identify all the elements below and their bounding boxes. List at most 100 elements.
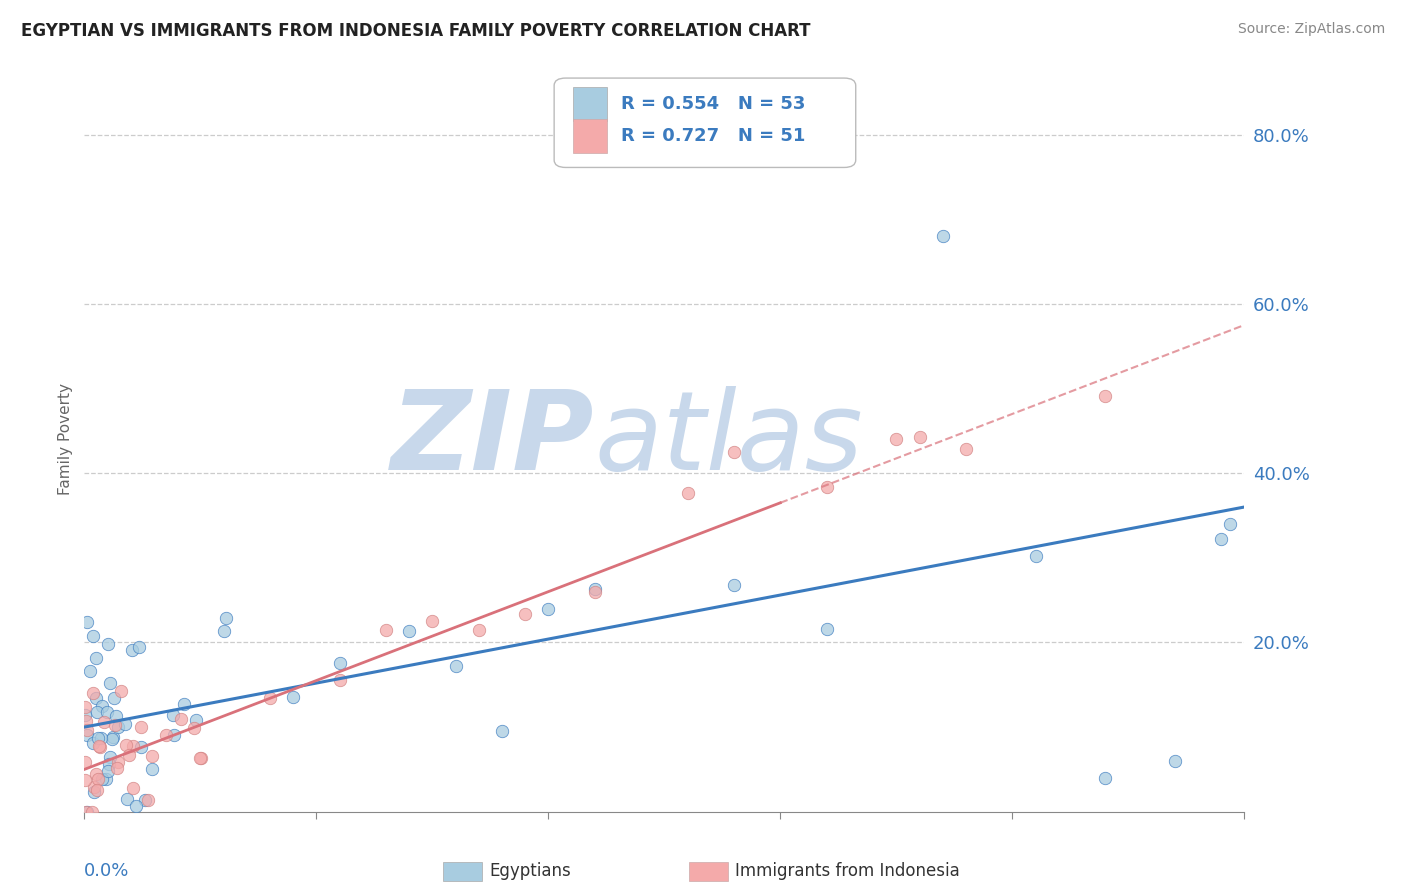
- Point: [329, 657, 352, 671]
- Point: [1094, 771, 1116, 785]
- Point: [173, 697, 195, 711]
- Point: [125, 799, 148, 814]
- Text: Immigrants from Indonesia: Immigrants from Indonesia: [735, 863, 960, 880]
- Text: Egyptians: Egyptians: [489, 863, 571, 880]
- Point: [90, 731, 112, 745]
- Point: [104, 718, 127, 732]
- Point: [583, 582, 606, 596]
- Point: [422, 614, 444, 628]
- Text: ZIP: ZIP: [391, 386, 595, 492]
- Point: [723, 577, 745, 591]
- Bar: [572, 120, 607, 153]
- Point: [76, 728, 98, 742]
- Point: [115, 739, 138, 753]
- Point: [83, 785, 105, 799]
- Bar: [572, 87, 607, 121]
- Point: [82, 805, 104, 819]
- Text: 0.0%: 0.0%: [84, 863, 129, 880]
- Point: [955, 442, 977, 456]
- Point: [723, 445, 745, 459]
- Point: [82, 686, 104, 700]
- Point: [281, 690, 305, 705]
- Point: [82, 629, 104, 643]
- Point: [1209, 532, 1232, 546]
- Text: EGYPTIAN VS IMMIGRANTS FROM INDONESIA FAMILY POVERTY CORRELATION CHART: EGYPTIAN VS IMMIGRANTS FROM INDONESIA FA…: [21, 22, 811, 40]
- Point: [98, 676, 121, 690]
- Y-axis label: Family Poverty: Family Poverty: [58, 384, 73, 495]
- Point: [76, 805, 98, 819]
- Point: [76, 615, 98, 629]
- Point: [96, 705, 118, 719]
- Point: [82, 736, 104, 750]
- Point: [89, 739, 111, 754]
- Point: [162, 728, 184, 742]
- Point: [815, 622, 838, 636]
- Point: [444, 658, 467, 673]
- Point: [129, 720, 152, 734]
- Point: [141, 762, 163, 776]
- Point: [1164, 754, 1187, 768]
- Text: R = 0.727   N = 51: R = 0.727 N = 51: [621, 128, 806, 145]
- Point: [83, 780, 105, 794]
- Point: [908, 430, 931, 444]
- Point: [93, 714, 115, 729]
- Point: [491, 723, 513, 738]
- Point: [184, 714, 207, 728]
- Point: [73, 699, 96, 714]
- Point: [134, 792, 156, 806]
- Point: [212, 624, 235, 638]
- Point: [73, 755, 96, 769]
- Point: [90, 772, 112, 787]
- Point: [932, 229, 955, 244]
- Point: [107, 755, 129, 769]
- Point: [118, 748, 141, 763]
- Point: [183, 722, 205, 736]
- Point: [129, 740, 152, 755]
- Point: [141, 749, 163, 764]
- Point: [84, 691, 107, 706]
- Point: [75, 708, 97, 723]
- Text: R = 0.554   N = 53: R = 0.554 N = 53: [621, 95, 806, 113]
- Point: [98, 756, 121, 771]
- Point: [84, 767, 107, 781]
- Point: [75, 805, 97, 819]
- Point: [114, 717, 136, 731]
- Point: [75, 772, 97, 787]
- Point: [103, 691, 125, 706]
- Point: [162, 707, 184, 722]
- Point: [94, 772, 117, 786]
- Point: [583, 584, 606, 599]
- Point: [76, 723, 98, 737]
- Text: atlas: atlas: [595, 386, 863, 492]
- FancyBboxPatch shape: [554, 78, 856, 168]
- Point: [115, 791, 138, 805]
- Point: [155, 728, 177, 742]
- Point: [101, 732, 124, 747]
- Point: [468, 623, 491, 637]
- Point: [1219, 516, 1241, 531]
- Point: [259, 691, 281, 706]
- Point: [215, 611, 238, 625]
- Point: [329, 673, 352, 687]
- Point: [122, 739, 145, 754]
- Point: [190, 751, 212, 765]
- Point: [128, 640, 150, 654]
- Point: [815, 480, 838, 494]
- Point: [98, 750, 121, 764]
- Point: [79, 664, 101, 678]
- Point: [170, 712, 193, 726]
- Point: [101, 730, 124, 744]
- Point: [86, 783, 108, 797]
- Point: [676, 485, 699, 500]
- Point: [104, 709, 127, 723]
- Point: [86, 651, 108, 665]
- Point: [97, 764, 120, 779]
- Point: [87, 739, 110, 754]
- Point: [136, 793, 159, 807]
- Point: [1024, 549, 1046, 563]
- Point: [188, 751, 212, 765]
- Point: [110, 684, 132, 698]
- Point: [91, 698, 114, 713]
- Point: [375, 623, 398, 637]
- Point: [105, 761, 128, 775]
